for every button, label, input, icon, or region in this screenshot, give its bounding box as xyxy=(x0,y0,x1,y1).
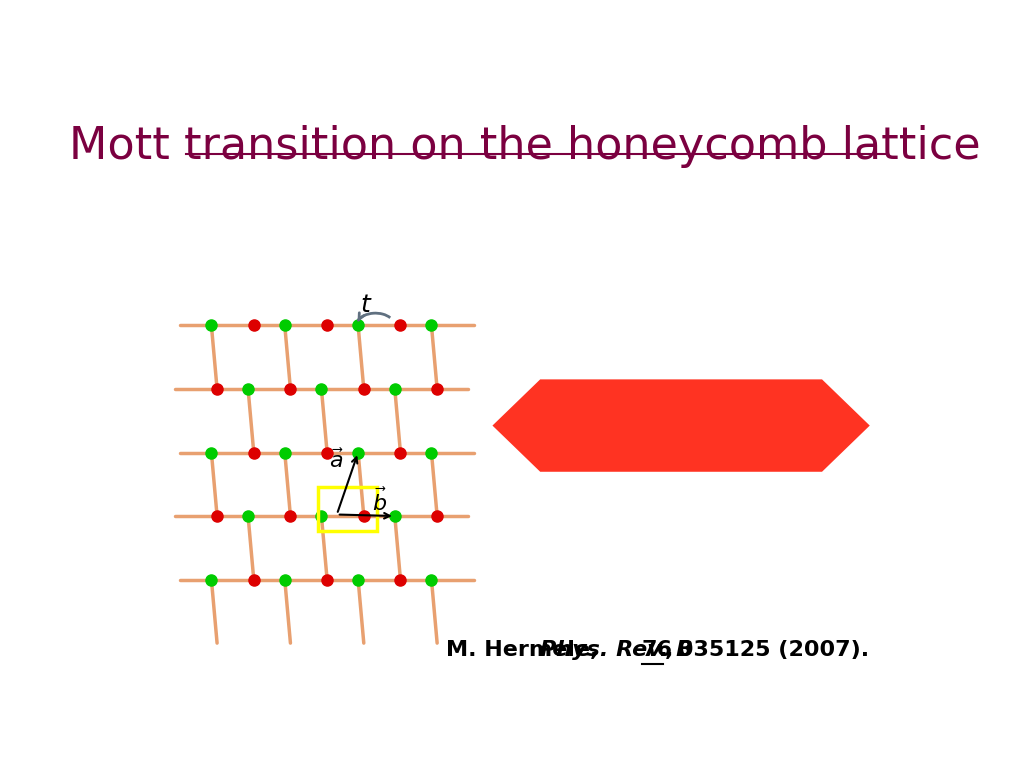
Text: $\vec{a}$: $\vec{a}$ xyxy=(329,449,344,472)
Bar xyxy=(317,487,377,531)
Text: , 035125 (2007).: , 035125 (2007). xyxy=(665,641,869,660)
Polygon shape xyxy=(493,379,869,472)
Text: $\vec{b}$: $\vec{b}$ xyxy=(372,488,387,515)
Text: Phys. Rev. B: Phys. Rev. B xyxy=(541,641,697,660)
Text: $t$: $t$ xyxy=(360,293,373,317)
Text: Mott transition on the honeycomb lattice: Mott transition on the honeycomb lattice xyxy=(69,125,981,168)
Text: M. Hermele,: M. Hermele, xyxy=(446,641,603,660)
Text: 76: 76 xyxy=(642,641,673,660)
